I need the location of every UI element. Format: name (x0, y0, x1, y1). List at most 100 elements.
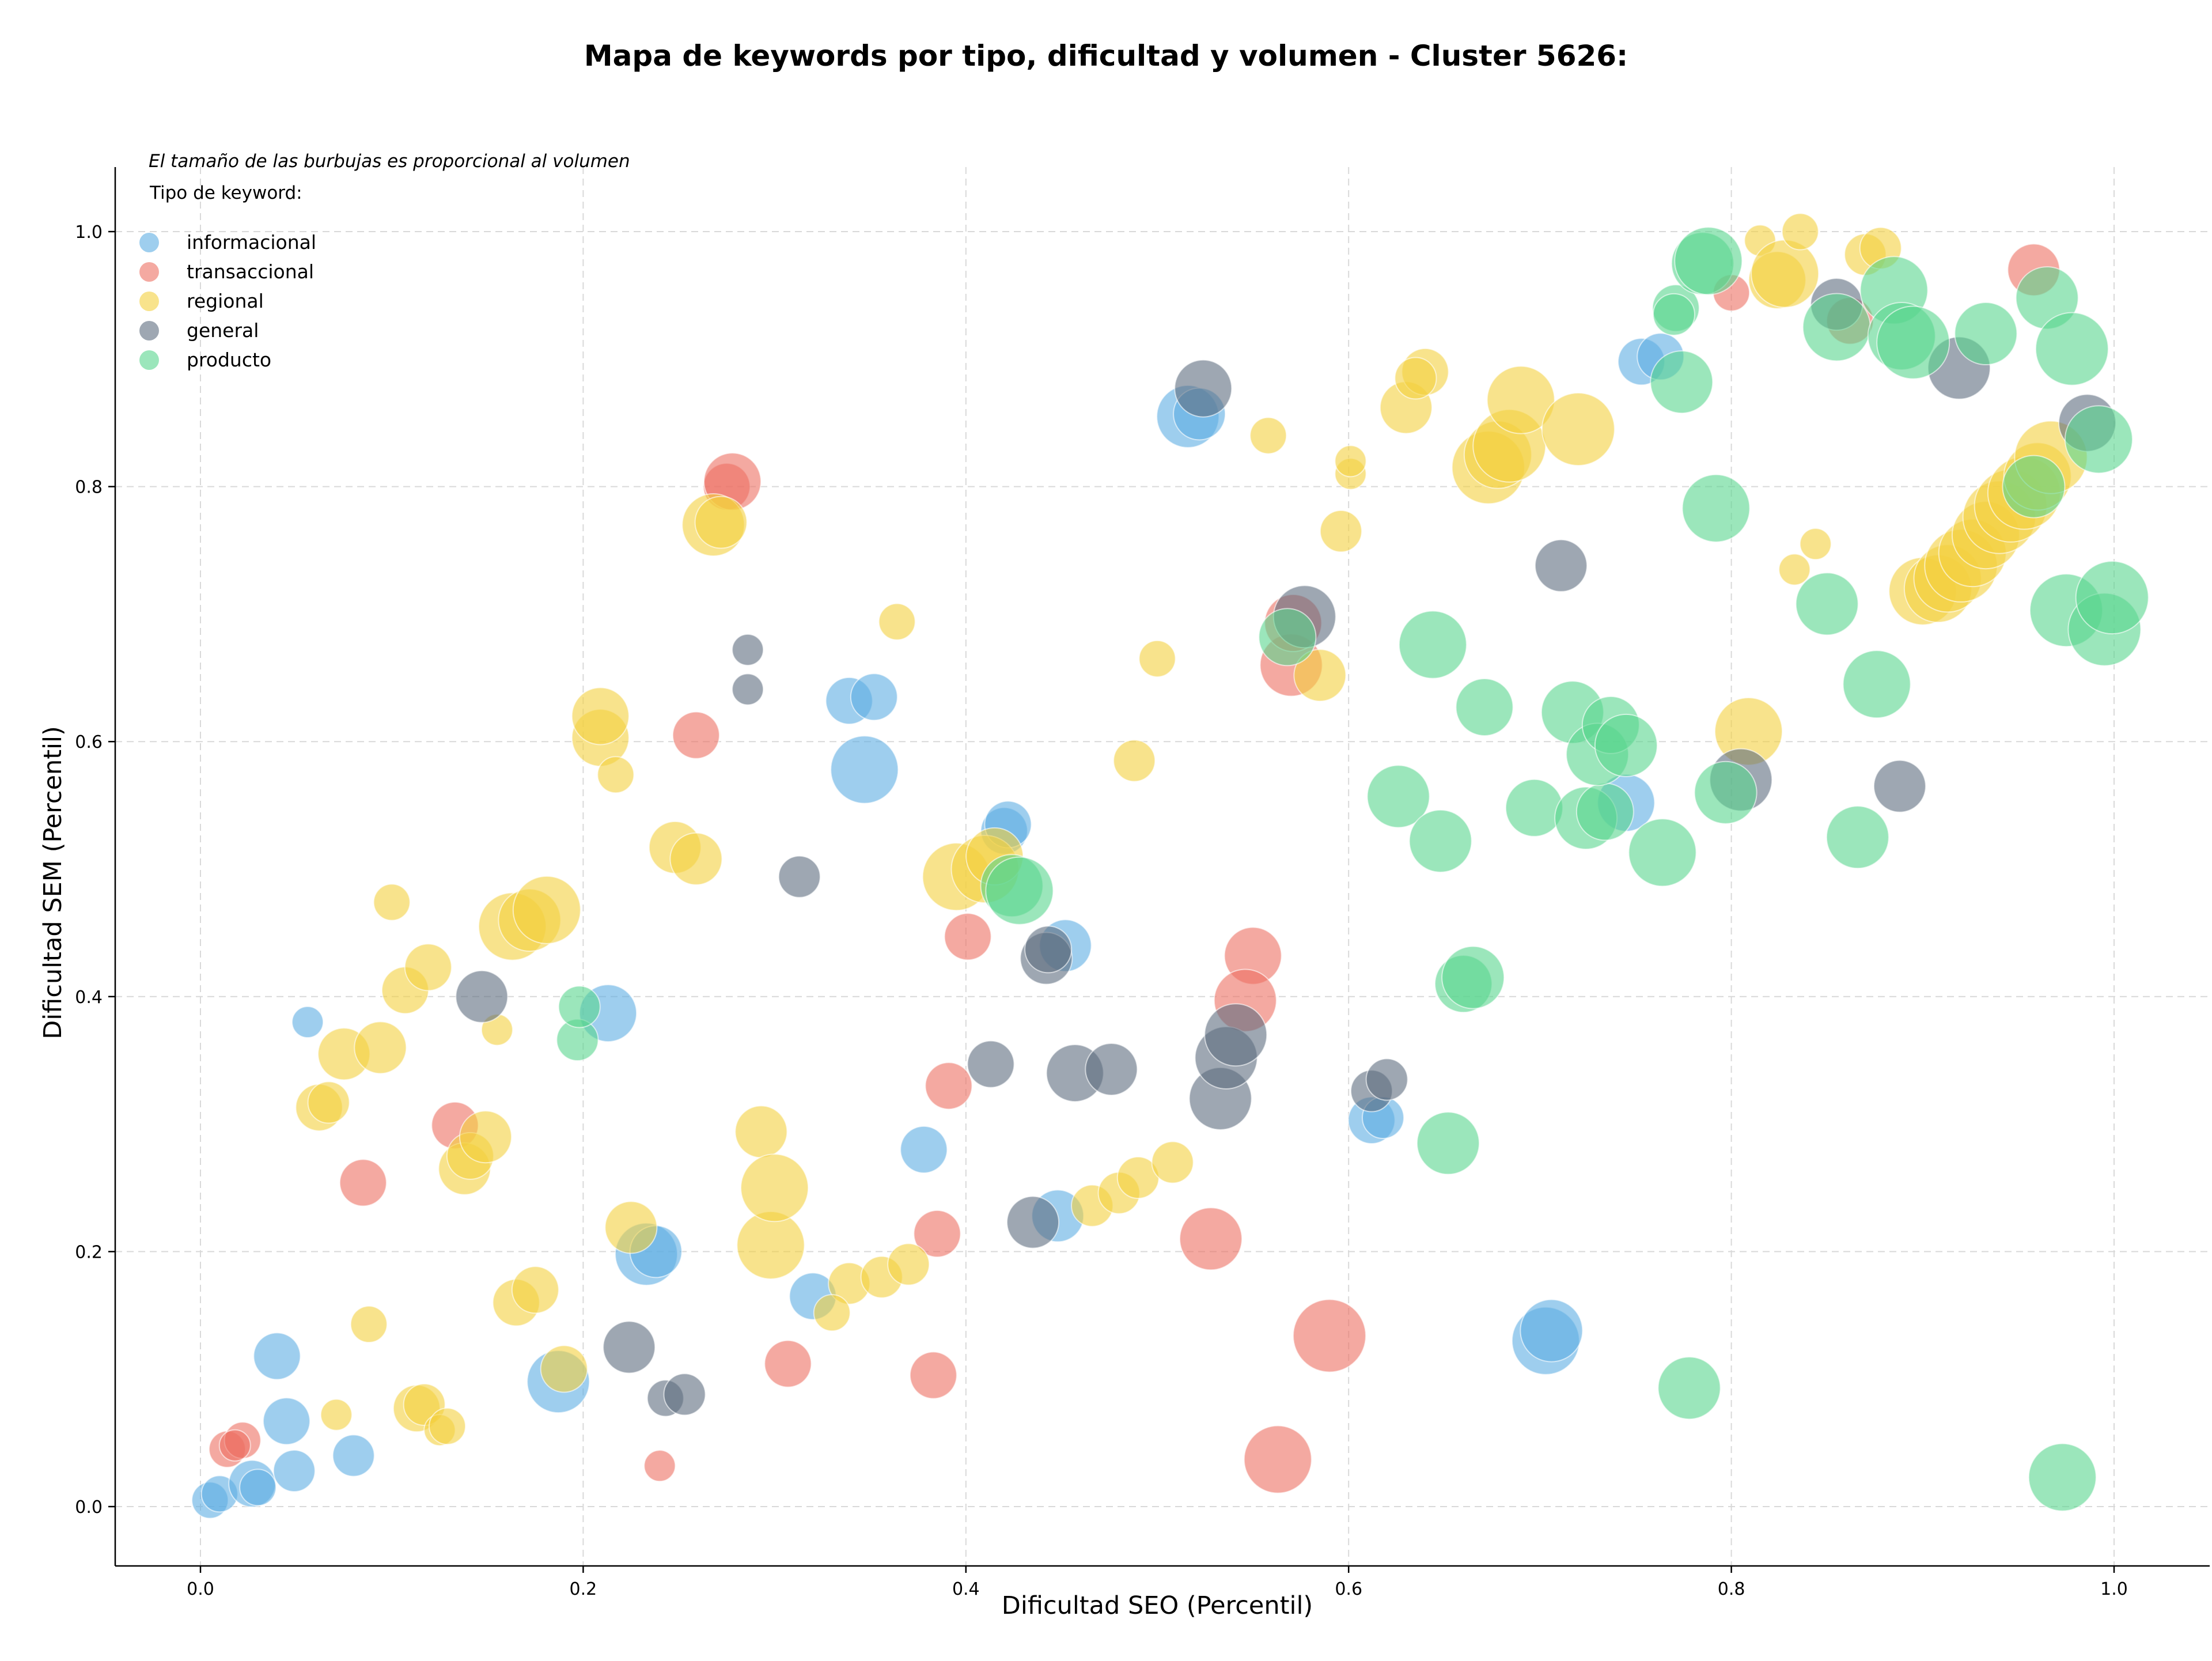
bubble-transaccional (672, 711, 720, 759)
bubble-regional (1249, 417, 1287, 455)
bubble-transaccional (643, 1450, 676, 1482)
bubble-regional (1151, 1141, 1194, 1184)
bubble-regional (1113, 739, 1156, 782)
legend-item-informacional: informacional (139, 228, 316, 257)
y-tick-label: 0.0 (75, 1497, 103, 1518)
legend: informacional transaccional regional gen… (139, 228, 316, 374)
bubble-general (732, 633, 764, 666)
grid-lines (115, 167, 2210, 1566)
legend-item-general: general (139, 316, 316, 345)
x-axis-label-wrapper: Dificultad SEO (Percentil) (0, 1591, 2212, 1620)
bubble-general (1006, 1195, 1060, 1249)
bubble-producto (1628, 818, 1697, 887)
bubble-producto (1657, 1356, 1721, 1420)
bubble-regional (320, 1398, 353, 1431)
axes: 0.0 0.0 0.2 0.2 0.4 0.4 0.6 0.6 0.8 0.8 1.0 1.0 (75, 167, 2210, 1599)
bubble-producto (1876, 305, 1950, 380)
bubble-informacional (272, 1450, 316, 1493)
bubble-general (1024, 925, 1073, 974)
bubble-transaccional (764, 1340, 812, 1388)
bubble-regional (1394, 357, 1437, 400)
x-tick-label: 1.0 (2100, 1579, 2128, 1599)
bubble-regional (1781, 213, 1819, 251)
bubble-regional (669, 832, 723, 886)
x-axis-label: Dificultad SEO (Percentil) (1001, 1591, 1313, 1620)
bubble-regional (604, 1201, 658, 1254)
legend-label-transaccional: transaccional (187, 260, 315, 283)
bubble-producto (1694, 760, 1758, 824)
bubble-regional (1138, 640, 1176, 678)
bubble-general (455, 970, 509, 1023)
bubble-producto (2002, 455, 2066, 519)
y-tick-label: 0.2 (75, 1242, 103, 1262)
bubble-producto (1258, 608, 1317, 667)
bubble-regional (354, 1021, 407, 1074)
bubble-general (1873, 759, 1926, 813)
bubble-regional (571, 687, 630, 746)
y-axis-label: Dificultad SEM (Percentil) (39, 726, 67, 1039)
bubble-transaccional (1292, 1299, 1366, 1373)
bubble-transaccional (925, 1062, 973, 1110)
bubble-producto (1455, 678, 1514, 736)
bubble-regional (597, 756, 635, 794)
bubble-regional (1486, 365, 1555, 434)
bubble-regional (459, 1110, 512, 1164)
legend-title: Tipo de keyword: (150, 183, 302, 203)
bubble-transaccional (944, 913, 992, 961)
bubble-general (1204, 1003, 1268, 1067)
legend-marker-informacional (139, 232, 159, 252)
bubble-general (1085, 1042, 1138, 1096)
data-points (191, 213, 2149, 1519)
bubble-general (1174, 359, 1233, 418)
bubble-producto (1594, 713, 1658, 777)
y-tick-label: 1.0 (75, 222, 103, 243)
bubble-regional (734, 1105, 788, 1159)
y-tick-label: 0.6 (75, 732, 103, 752)
bubble-regional (1541, 392, 1615, 467)
bubble-informacional (239, 1469, 277, 1507)
bubble-producto (1575, 782, 1634, 841)
legend-size-note: El tamaño de las burbujas es proporciona… (149, 151, 630, 172)
legend-item-transaccional: transaccional (139, 257, 316, 286)
bubble-transaccional (909, 1351, 957, 1399)
bubble-producto (1825, 805, 1889, 869)
x-tick-label: 0.4 (952, 1579, 980, 1599)
bubble-informacional (332, 1434, 375, 1477)
bubble-informacional (253, 1332, 301, 1380)
bubble-producto (1398, 610, 1467, 679)
bubble-informacional (262, 1397, 310, 1446)
bubble-general (663, 1373, 706, 1416)
bubble-regional (1319, 510, 1362, 553)
bubble-regional (512, 875, 581, 944)
bubble-transaccional (913, 1209, 961, 1258)
bubble-regional (404, 943, 452, 992)
legend-label-regional: regional (187, 290, 264, 312)
bubble-regional (429, 1408, 467, 1446)
bubble-regional (878, 603, 916, 641)
x-tick-label: 0.2 (570, 1579, 597, 1599)
bubble-regional (740, 1153, 809, 1223)
bubble-general (778, 855, 821, 898)
bubble-general (1365, 1058, 1408, 1101)
legend-marker-general (139, 320, 159, 340)
bubble-general (732, 673, 764, 706)
bubble-general (1534, 539, 1588, 592)
legend-item-producto: producto (139, 345, 316, 374)
bubble-producto (1681, 474, 1751, 543)
x-tick-label: 0.8 (1718, 1579, 1745, 1599)
chart-title: Mapa de keywords por tipo, dificultad y … (584, 39, 1628, 73)
bubble-regional (373, 883, 411, 921)
bubble-informacional (830, 735, 899, 804)
bubble-producto (1795, 572, 1859, 636)
bubble-producto (985, 856, 1054, 925)
legend-item-regional: regional (139, 286, 316, 316)
bubble-general (603, 1321, 656, 1374)
bubble-transaccional (1179, 1207, 1243, 1271)
x-tick-label: 0.0 (187, 1579, 214, 1599)
legend-label-informacional: informacional (187, 231, 317, 253)
bubble-producto (1842, 650, 1911, 719)
bubble-regional (540, 1345, 588, 1393)
bubble-producto (1366, 765, 1430, 828)
bubble-transaccional (339, 1159, 387, 1207)
